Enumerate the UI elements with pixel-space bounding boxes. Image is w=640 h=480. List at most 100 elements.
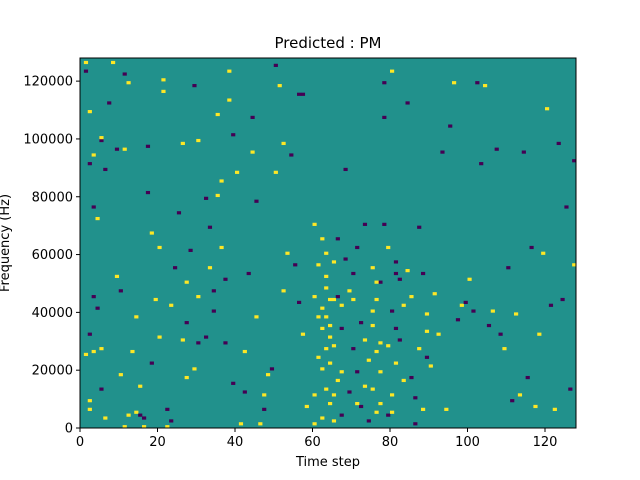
heatmap-cell-low: [548, 303, 554, 307]
heatmap-cell-high: [83, 352, 89, 357]
heatmap-cell-high: [351, 297, 356, 302]
heatmap-cell-high: [83, 60, 89, 65]
heatmap-cell-high: [331, 393, 337, 397]
heatmap-cell-high: [370, 323, 375, 328]
x-tick-label: 60: [304, 435, 321, 450]
heatmap-cell-low: [103, 167, 108, 172]
heatmap-cell-low: [145, 144, 151, 148]
heatmap-cell-low: [382, 115, 387, 119]
heatmap-cell-high: [483, 84, 488, 88]
heatmap-cell-high: [238, 422, 244, 426]
heatmap-cell-low: [107, 101, 112, 105]
heatmap-cell-high: [324, 347, 329, 351]
heatmap-cell-low: [393, 271, 399, 276]
heatmap-cell-low: [378, 280, 383, 284]
heatmap-cell-high: [417, 347, 422, 351]
heatmap-cell-high: [421, 407, 426, 411]
heatmap-cell-high: [316, 315, 321, 319]
heatmap-cell-low: [351, 271, 356, 276]
heatmap-cell-high: [328, 401, 333, 406]
heatmap-cell-low: [568, 387, 573, 391]
heatmap-cell-high: [122, 425, 127, 429]
heatmap-cell-high: [312, 295, 317, 299]
heatmap-cell-high: [227, 69, 232, 73]
heatmap-cell-high: [390, 393, 395, 397]
heatmap-cell-low: [297, 300, 302, 304]
heatmap-cell-high: [300, 332, 306, 336]
heatmap-cell-low: [409, 375, 414, 380]
heatmap-cell-high: [196, 138, 201, 143]
heatmap-cell-high: [366, 358, 371, 362]
heatmap-cell-low: [572, 159, 577, 163]
heatmap-cell-high: [424, 329, 430, 333]
heatmap-cell-high: [142, 425, 147, 429]
heatmap-cell-high: [331, 419, 337, 423]
heatmap-cell-high: [235, 170, 240, 174]
heatmap-cell-high: [273, 170, 278, 174]
heatmap-cell-low: [506, 266, 511, 270]
heatmap-cell-low: [343, 257, 348, 261]
heatmap-cell-high: [444, 407, 449, 411]
heatmap-cell-high: [428, 364, 433, 368]
heatmap-cell-low: [510, 399, 515, 403]
heatmap-cell-low: [479, 162, 484, 166]
heatmap-cell-high: [184, 375, 189, 380]
heatmap-cell-low: [87, 332, 92, 336]
chart-title: Predicted : PM: [275, 34, 382, 52]
heatmap-cell-high: [370, 266, 375, 270]
heatmap-cell-low: [424, 355, 430, 359]
heatmap-cell-low: [176, 211, 182, 215]
heatmap-cell-low: [405, 101, 410, 105]
heatmap-cell-high: [572, 263, 577, 267]
heatmap-cell-low: [471, 309, 476, 313]
heatmap-cell-high: [180, 141, 185, 146]
heatmap-cell-high: [87, 110, 92, 114]
heatmap-cell-low: [413, 396, 418, 400]
heatmap-cell-high: [320, 416, 325, 420]
heatmap-cell-low: [355, 245, 360, 250]
heatmap-cell-high: [374, 297, 379, 302]
heatmap-cell-high: [459, 303, 464, 307]
heatmap-cell-high: [111, 60, 116, 65]
heatmap-cell-high: [324, 251, 329, 255]
heatmap-cell-high: [316, 355, 321, 359]
heatmap-cell-low: [165, 407, 170, 411]
heatmap-cell-high: [386, 344, 391, 348]
heatmap-cell-high: [374, 280, 379, 284]
heatmap-cell-high: [312, 222, 317, 226]
heatmap-cell-high: [390, 69, 395, 73]
y-axis-ticks: 0 20000 40000 60000 80000 100000 120000: [23, 75, 80, 437]
heatmap-cell-high: [254, 315, 259, 319]
heatmap-cell-low: [351, 347, 356, 351]
heatmap-cell-low: [355, 370, 360, 374]
heatmap-cell-high: [320, 326, 325, 331]
heatmap-cell-low: [359, 321, 364, 325]
heatmap-cell-high: [165, 425, 170, 429]
heatmap-cell-high: [324, 286, 329, 290]
heatmap-cell-low: [397, 277, 402, 281]
heatmap-cell-high: [91, 349, 96, 354]
heatmap-cell-high: [87, 399, 92, 403]
heatmap-cell-high: [316, 263, 321, 267]
heatmap-cell-high: [374, 349, 379, 354]
heatmap-cell-low: [347, 390, 352, 394]
heatmap-cell-high: [134, 410, 139, 414]
y-axis-label: Frequency (Hz): [0, 194, 13, 292]
heatmap-cell-high: [242, 349, 247, 354]
heatmap-cell-low: [242, 390, 247, 394]
heatmap-cell-high: [149, 231, 154, 235]
x-tick-label: 80: [382, 435, 399, 450]
heatmap-cell-low: [173, 266, 178, 270]
heatmap-cell-high: [405, 269, 410, 273]
heatmap-cell-high: [281, 141, 286, 146]
heatmap-cell-high: [362, 384, 368, 388]
heatmap-cell-low: [138, 413, 143, 417]
heatmap-cell-high: [87, 407, 92, 411]
heatmap-cell-high: [324, 274, 329, 278]
heatmap-cell-low: [91, 295, 96, 299]
heatmap-cell-high: [207, 266, 213, 270]
heatmap-cell-low: [386, 413, 391, 417]
heatmap-cell-low: [223, 341, 228, 345]
heatmap-cell-low: [289, 153, 294, 157]
